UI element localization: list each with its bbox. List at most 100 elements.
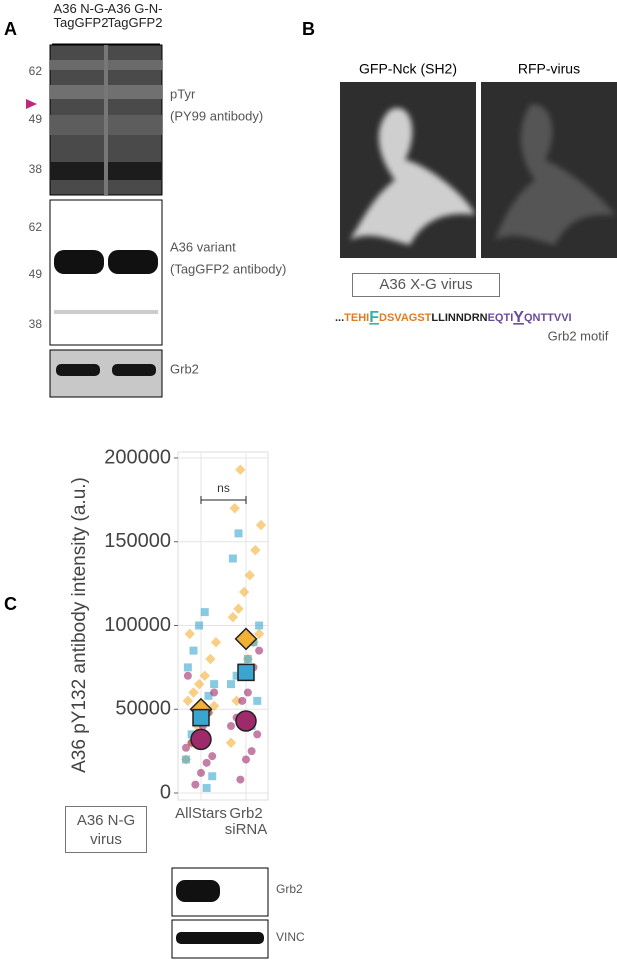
x-tick-label: Grb2 siRNA <box>224 805 268 838</box>
data-point <box>189 646 198 655</box>
band <box>176 932 264 944</box>
mean-marker <box>192 708 210 727</box>
lane-label: A36 N-G-TagGFP2 <box>53 1 109 30</box>
mw-marker: 62 <box>29 220 43 234</box>
data-point <box>188 687 199 698</box>
data-point <box>202 758 211 767</box>
blot-caption: (TagGFP2 antibody) <box>170 261 286 276</box>
y-tick-label: 50000 <box>115 698 171 720</box>
data-point <box>204 691 213 700</box>
data-point <box>199 670 210 681</box>
x-tick-label: AllStars <box>175 805 227 822</box>
sequence-segment: Y <box>513 309 524 326</box>
panel-label: C <box>4 594 17 614</box>
data-point <box>195 621 204 630</box>
data-point <box>253 696 262 705</box>
data-point <box>182 755 190 764</box>
data-point <box>225 737 237 748</box>
y-tick-label: 200000 <box>104 446 171 468</box>
band <box>54 310 158 314</box>
data-point <box>243 655 252 663</box>
data-point <box>244 570 255 581</box>
cell <box>495 104 615 245</box>
lane-gap <box>104 45 108 195</box>
data-point <box>238 696 247 705</box>
band <box>176 880 220 902</box>
data-point <box>253 628 265 640</box>
sequence: ...TEHIFDSVAGSTLLINNDRNEQTIYQNTTVVI <box>335 309 572 326</box>
band <box>56 364 100 376</box>
significance-label: ns <box>217 481 230 495</box>
data-point <box>183 671 192 680</box>
panel-label: A <box>4 19 17 39</box>
band <box>108 250 158 274</box>
sequence-segment: ... <box>335 312 344 324</box>
mw-marker: 38 <box>29 162 43 176</box>
mean-marker <box>190 728 212 751</box>
data-point <box>191 780 200 789</box>
blot-caption: pTyr <box>170 86 196 101</box>
data-point <box>193 678 205 690</box>
mw-marker: 49 <box>29 267 43 281</box>
band <box>112 364 156 376</box>
data-point <box>210 688 219 697</box>
data-point <box>229 503 240 514</box>
data-point <box>236 775 245 784</box>
data-point <box>200 608 209 617</box>
data-point <box>242 755 250 764</box>
data-point <box>227 722 235 730</box>
data-point <box>255 621 264 630</box>
sequence-segment: EQTI <box>488 312 514 324</box>
data-point <box>227 680 235 689</box>
blot-caption: A36 variant <box>170 239 236 254</box>
band <box>54 250 104 274</box>
sequence-segment: TEHI <box>344 312 369 324</box>
data-point <box>227 611 239 623</box>
data-point <box>238 586 250 598</box>
mean-marker <box>235 710 257 732</box>
data-point <box>184 628 195 640</box>
label-box: A36 X-G virus <box>352 273 500 297</box>
data-point <box>255 519 267 531</box>
mw-marker: 62 <box>29 64 43 78</box>
data-point <box>235 464 246 475</box>
data-point <box>205 653 216 665</box>
arrowhead <box>26 99 37 109</box>
y-tick-label: 100000 <box>104 614 171 636</box>
data-point <box>232 671 241 680</box>
data-point <box>183 663 192 672</box>
data-point <box>182 695 194 707</box>
motif-label: Grb2 motif <box>548 328 609 343</box>
y-tick-label: 0 <box>160 781 171 803</box>
blot-caption: (PY99 antibody) <box>170 108 263 123</box>
data-point <box>210 680 219 689</box>
sequence-segment: QNTTVVI <box>524 312 572 324</box>
data-point <box>208 700 220 712</box>
sequence-segment: DSVAGST <box>379 312 432 324</box>
data-point <box>234 529 243 538</box>
sequence-segment: LLINNDRN <box>431 312 487 324</box>
panel-label: B <box>302 19 315 39</box>
mw-marker: 49 <box>29 112 43 126</box>
data-point <box>228 554 237 563</box>
y-axis-label: A36 pY132 antibody intensity (a.u.) <box>69 477 90 773</box>
blot-caption: Grb2 <box>276 882 303 896</box>
data-point <box>233 603 244 614</box>
significance-bracket <box>200 496 247 504</box>
image-title: RFP-virus <box>518 61 580 77</box>
data-point <box>197 768 205 777</box>
data-point <box>182 743 190 752</box>
y-tick-label: 150000 <box>104 530 171 552</box>
mean-marker <box>234 627 258 651</box>
data-point <box>208 752 217 761</box>
mean-marker <box>237 663 255 682</box>
data-point <box>243 688 252 697</box>
image-title: GFP-Nck (SH2) <box>359 61 457 77</box>
data-point <box>255 646 264 655</box>
blot-caption: VINC <box>276 930 305 944</box>
mw-marker: 38 <box>29 317 43 331</box>
sequence-segment: F <box>369 309 379 326</box>
data-point <box>210 637 222 648</box>
